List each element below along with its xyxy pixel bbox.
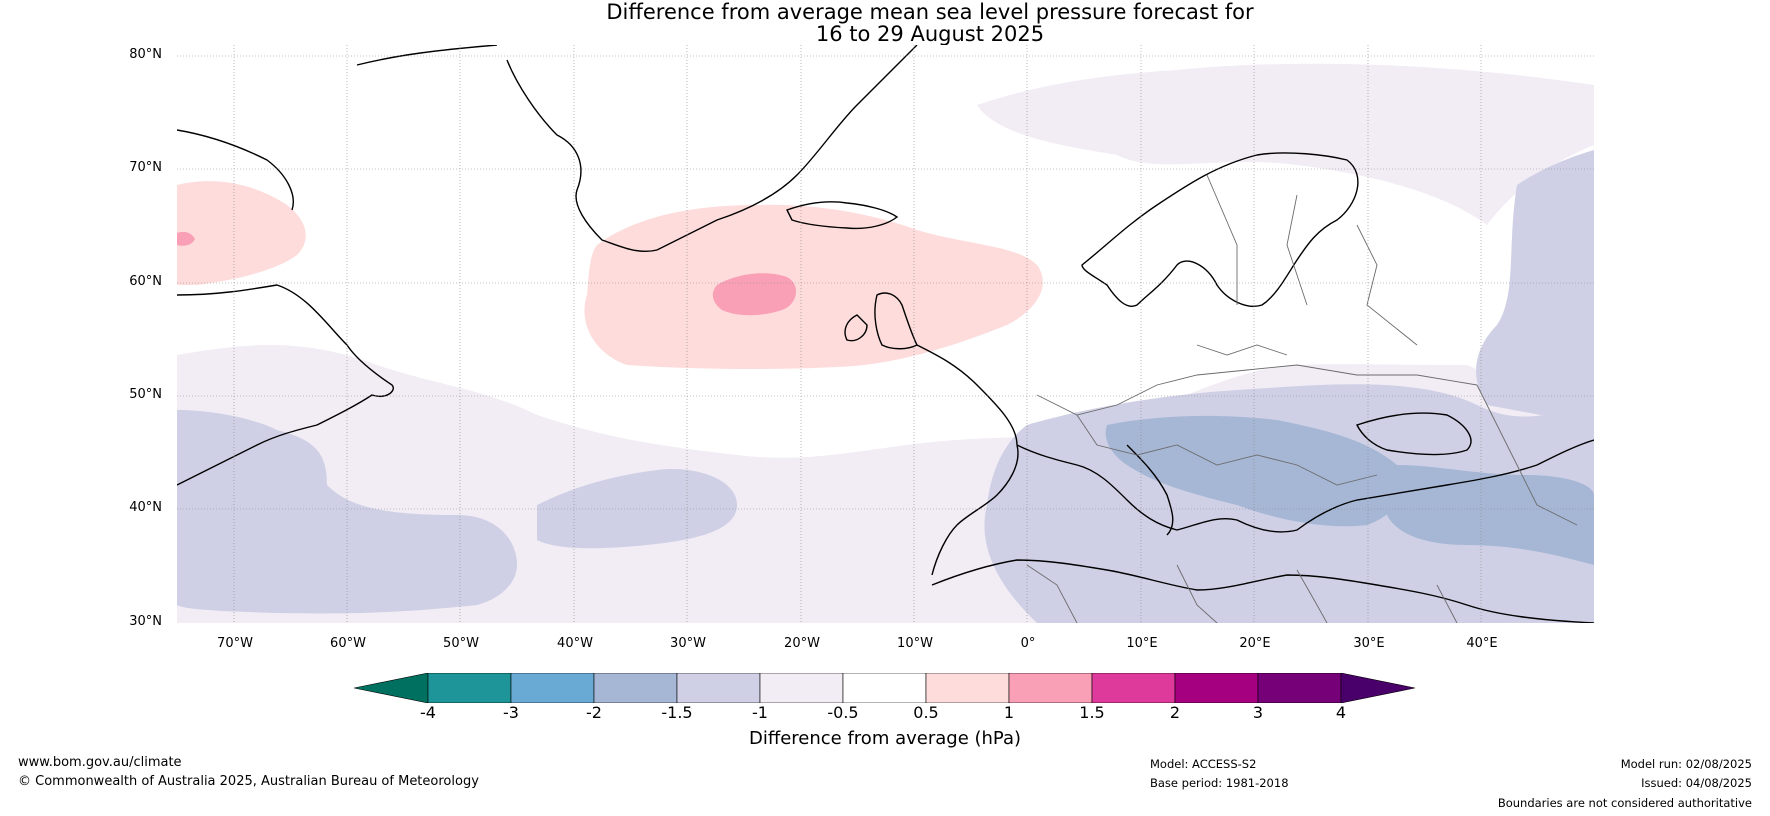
colorbar-tick-neg1-5: -1.5 xyxy=(661,703,693,722)
colorbar-tick-neg4: -4 xyxy=(420,703,436,722)
colorbar-extend-high xyxy=(1340,673,1416,703)
coastline-north-africa xyxy=(931,559,1594,623)
colorbar-segment-3 xyxy=(593,673,678,703)
lon-label-50w: 50°W xyxy=(443,636,479,651)
colorbar-segment-10 xyxy=(1174,673,1259,703)
anomaly-region-pos-labrador-core xyxy=(177,231,195,246)
colorbar-segment-9 xyxy=(1091,673,1176,703)
colorbar-segment-6 xyxy=(842,673,927,703)
lat-label-30n: 30°N xyxy=(129,614,162,629)
lon-label-40e: 40°E xyxy=(1466,636,1498,651)
colorbar xyxy=(354,673,1416,703)
lon-label-60w: 60°W xyxy=(330,636,366,651)
lon-label-0: 0° xyxy=(1020,636,1036,651)
country-boundaries xyxy=(1026,174,1578,623)
colorbar-extend-low xyxy=(354,673,429,703)
colorbar-segment-4 xyxy=(676,673,761,703)
lat-label-80n: 80°N xyxy=(129,47,162,62)
colorbar-segment-1 xyxy=(427,673,512,703)
lon-label-40w: 40°W xyxy=(557,636,593,651)
colorbar-segment-2 xyxy=(510,673,595,703)
lon-label-20e: 20°E xyxy=(1239,636,1271,651)
coastline-continental-europe xyxy=(916,344,1594,576)
colorbar-tick-1-5: 1.5 xyxy=(1079,703,1105,722)
anomaly-region-pos-iceland-core xyxy=(712,273,797,316)
colorbar-segment-7 xyxy=(925,673,1010,703)
colorbar-tick-neg2: -2 xyxy=(586,703,602,722)
lat-label-70n: 70°N xyxy=(129,160,162,175)
footer-site-url: www.bom.gov.au/climate xyxy=(18,755,182,770)
lon-label-30w: 30°W xyxy=(670,636,706,651)
anomaly-region-neg-medium xyxy=(177,410,517,614)
footer-model-run: Model run: 02/08/2025 xyxy=(1620,757,1752,771)
anomaly-region-pos-labrador xyxy=(177,181,306,285)
coastline-north-america xyxy=(177,129,394,486)
anomaly-region-neg-strong xyxy=(1105,415,1406,527)
footer-disclaimer: Boundaries are not considered authoritat… xyxy=(1497,796,1752,810)
coastline-italy xyxy=(1126,444,1174,536)
colorbar-segment-11 xyxy=(1257,673,1342,703)
lat-label-40n: 40°N xyxy=(129,500,162,515)
colorbar-segment-8 xyxy=(1008,673,1093,703)
colorbar-tick-0-5: 0.5 xyxy=(913,703,939,722)
coastline-greenland xyxy=(356,45,918,252)
coastline-iceland xyxy=(786,201,899,230)
lon-label-10e: 10°E xyxy=(1126,636,1158,651)
lon-label-70w: 70°W xyxy=(217,636,253,651)
coastline-black-sea xyxy=(1356,412,1472,456)
lat-label-50n: 50°N xyxy=(129,387,162,402)
footer-base-period: Base period: 1981-2018 xyxy=(1150,776,1289,790)
footer-copyright: © Commonwealth of Australia 2025, Austra… xyxy=(18,774,479,789)
anomaly-shading xyxy=(177,63,1594,623)
colorbar-tick-neg0-5: -0.5 xyxy=(827,703,859,722)
anomaly-region-pos-iceland xyxy=(584,204,1043,370)
map-title-line2: 16 to 29 August 2025 xyxy=(815,22,1045,46)
map-title-line1: Difference from average mean sea level p… xyxy=(606,0,1254,24)
footer-issued: Issued: 04/08/2025 xyxy=(1641,776,1752,790)
coastline-scandinavia xyxy=(1081,152,1359,307)
colorbar-tick-2: 2 xyxy=(1169,703,1181,722)
lat-label-60n: 60°N xyxy=(129,274,162,289)
coastlines xyxy=(177,45,1594,623)
pressure-anomaly-map xyxy=(177,45,1594,623)
anomaly-region-arctic xyxy=(977,63,1594,225)
graticule xyxy=(177,45,1594,623)
colorbar-tick-1: 1 xyxy=(1003,703,1015,722)
colorbar-tick-3: 3 xyxy=(1252,703,1264,722)
footer-model: Model: ACCESS-S2 xyxy=(1150,757,1257,771)
lon-label-30e: 30°E xyxy=(1353,636,1385,651)
colorbar-tick-neg3: -3 xyxy=(503,703,519,722)
lon-label-10w: 10°W xyxy=(897,636,933,651)
lon-label-20w: 20°W xyxy=(784,636,820,651)
colorbar-tick-neg1: -1 xyxy=(752,703,768,722)
anomaly-region-neg-medium-4 xyxy=(1476,150,1594,425)
colorbar-label: Difference from average (hPa) xyxy=(748,728,1022,749)
colorbar-segment-5 xyxy=(759,673,844,703)
colorbar-tick-4: 4 xyxy=(1335,703,1347,722)
anomaly-region-neg-strong-2 xyxy=(1387,465,1594,565)
